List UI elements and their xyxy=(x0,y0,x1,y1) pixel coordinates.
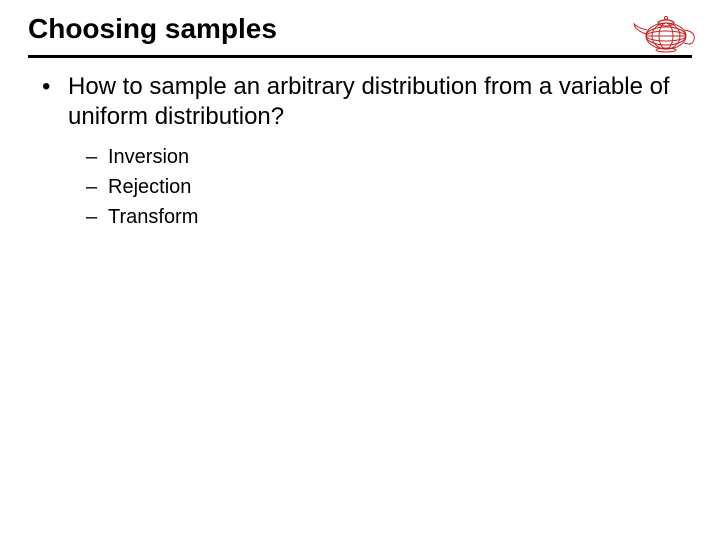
title-rule xyxy=(28,55,692,58)
slide-title: Choosing samples xyxy=(28,14,690,45)
teapot-logo-icon xyxy=(628,10,698,59)
sub-bullet-list: Inversion Rejection Transform xyxy=(86,142,690,232)
sub-bullet-text: Transform xyxy=(108,206,198,228)
sub-bullet-item: Rejection xyxy=(86,172,690,202)
bullet-item: How to sample an arbitrary distribution … xyxy=(40,72,690,232)
sub-bullet-text: Rejection xyxy=(108,176,191,198)
bullet-text: How to sample an arbitrary distribution … xyxy=(68,73,670,130)
sub-bullet-item: Inversion xyxy=(86,142,690,172)
bullet-list: How to sample an arbitrary distribution … xyxy=(40,72,690,232)
sub-bullet-item: Transform xyxy=(86,202,690,232)
slide-body: How to sample an arbitrary distribution … xyxy=(40,72,690,246)
slide-header: Choosing samples xyxy=(0,0,720,53)
slide: Choosing samples xyxy=(0,0,720,540)
sub-bullet-text: Inversion xyxy=(108,146,189,168)
